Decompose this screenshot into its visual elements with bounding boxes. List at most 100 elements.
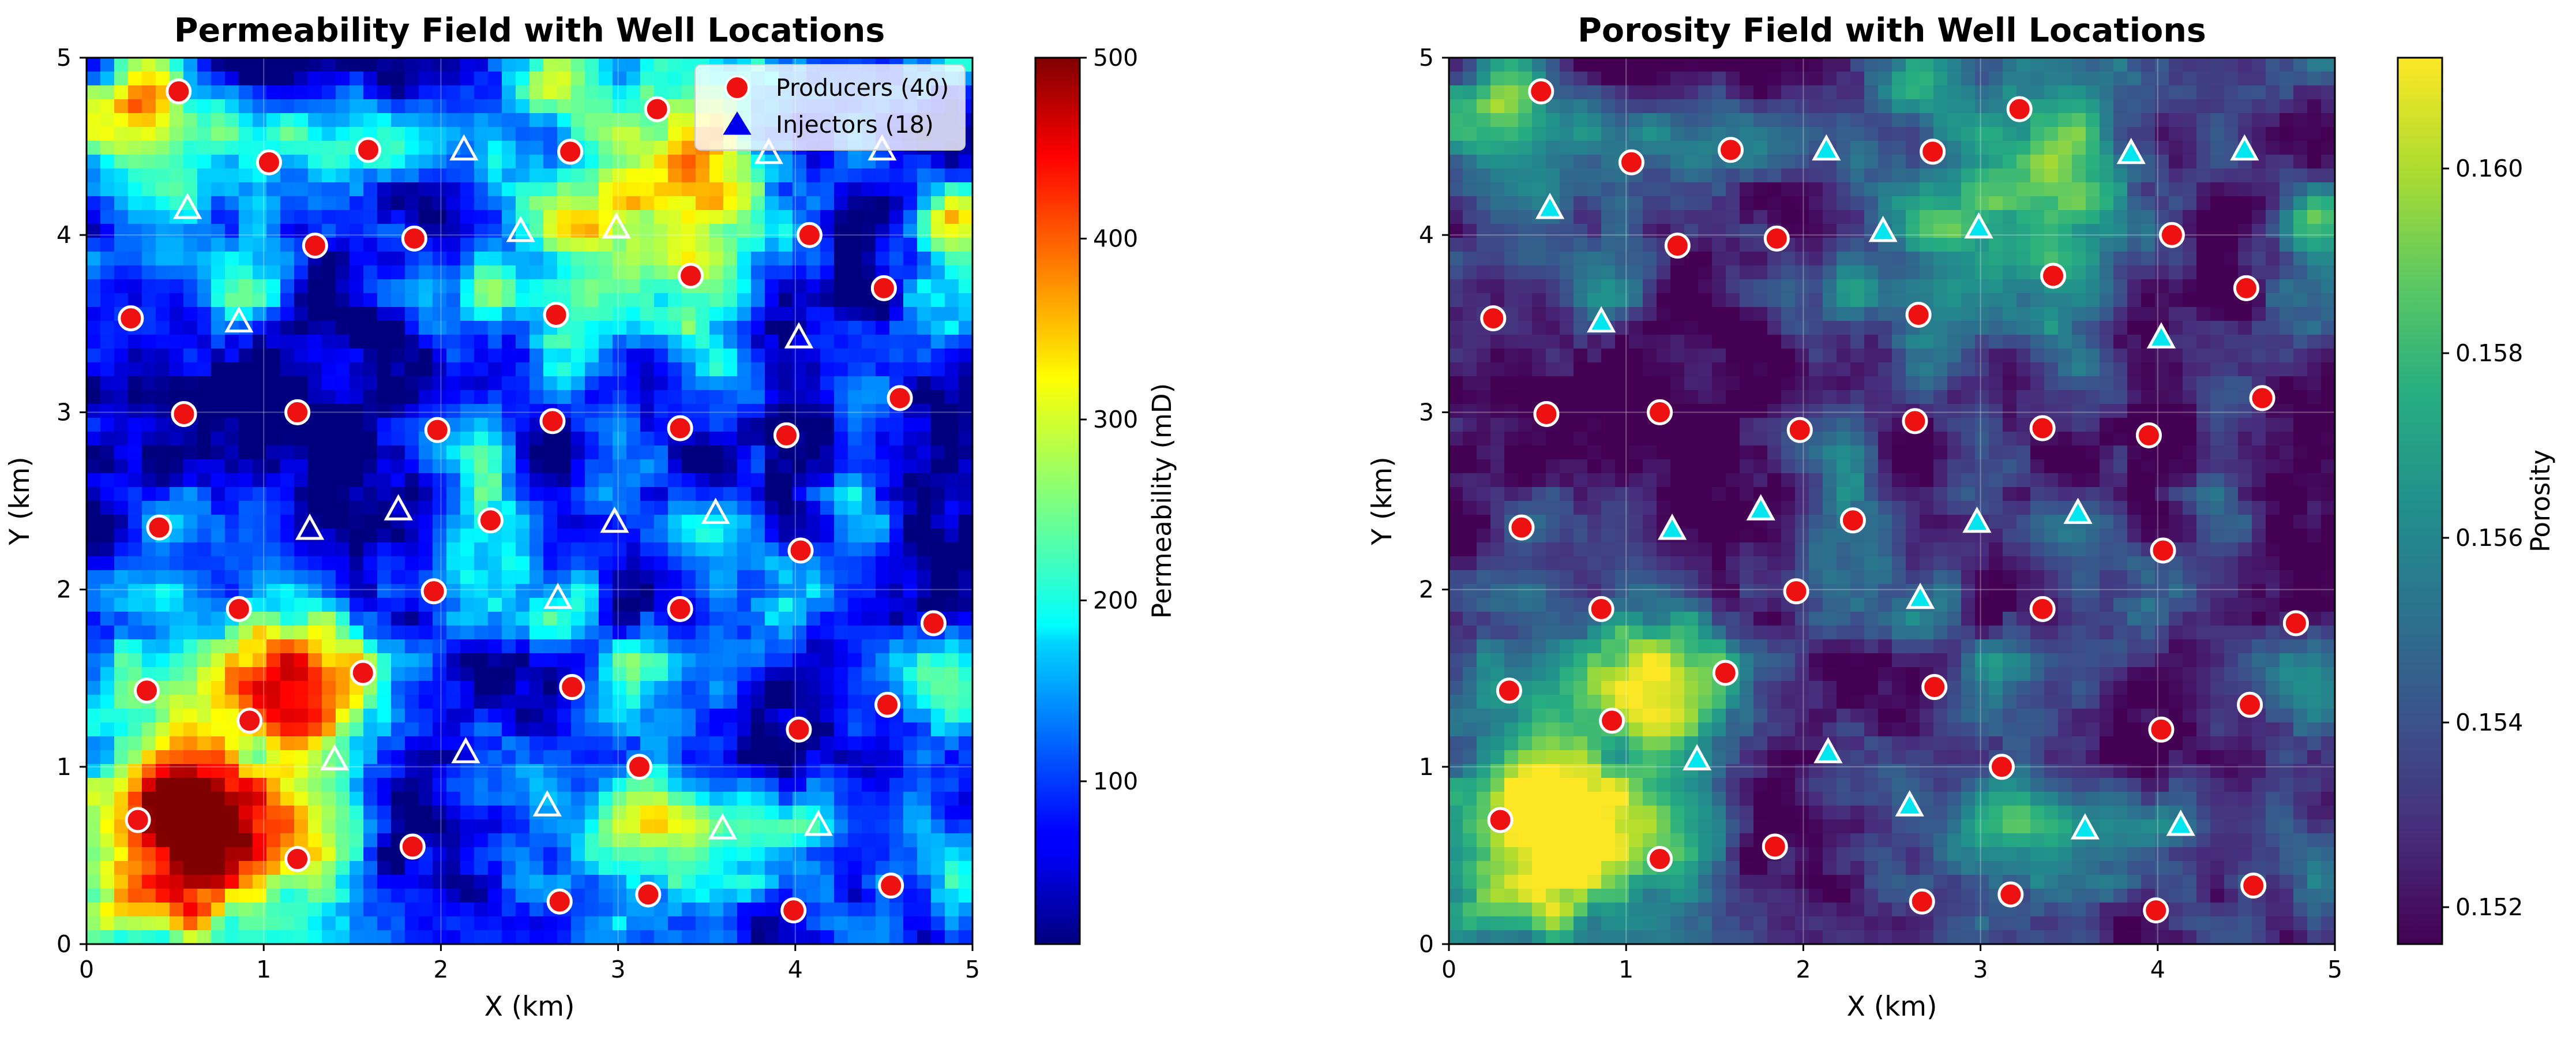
porosity-x-label: X (km)	[1847, 991, 1937, 1023]
producer-well-marker	[635, 881, 662, 908]
producer-well-marker	[546, 888, 573, 915]
y-tick-label: 5	[57, 44, 72, 72]
producer-well-marker	[543, 301, 569, 328]
producer-well-marker	[2143, 897, 2169, 924]
y-tick-label: 2	[57, 576, 72, 604]
colorbar-tick-label: 400	[1093, 224, 1138, 252]
injector-well-marker	[2166, 810, 2195, 836]
producer-well-marker	[1528, 78, 1554, 104]
producer-well-marker	[1988, 754, 2015, 780]
producer-well-marker	[477, 507, 504, 534]
injector-well-marker	[784, 322, 814, 349]
legend-producers-label: Producers (40)	[776, 74, 949, 102]
producer-well-marker	[1839, 507, 1866, 534]
producer-well-marker	[118, 305, 144, 332]
producer-well-marker	[870, 275, 897, 301]
injector-well-marker	[320, 744, 350, 770]
permeability-colorbar-ticks: 100 200 300 400 500	[1080, 44, 1138, 795]
colorbar-tick-label: 0.158	[2455, 339, 2523, 367]
producer-well-marker	[887, 385, 913, 411]
producer-well-marker	[350, 660, 376, 686]
injector-well-marker	[1657, 513, 1687, 540]
injector-well-marker	[602, 212, 631, 239]
permeability-panel: Permeability Field with Well Locations 0…	[4, 12, 1177, 1023]
colorbar-tick-label: 0.154	[2455, 709, 2523, 736]
x-tick-label: 2	[433, 956, 448, 983]
injector-well-marker	[224, 306, 254, 333]
porosity-x-ticks: 0 1 2 3 4 5	[1441, 944, 2342, 983]
producer-well-marker	[2282, 610, 2309, 637]
producer-well-marker	[1786, 417, 1813, 443]
permeability-y-ticks: 0 1 2 3 4 5	[57, 44, 87, 958]
producer-well-marker	[284, 399, 311, 425]
producer-well-marker	[1902, 408, 1928, 435]
y-tick-label: 1	[57, 753, 72, 781]
producer-well-marker	[2249, 385, 2275, 411]
permeability-x-label: X (km)	[485, 991, 575, 1023]
producer-well-marker	[171, 400, 197, 427]
porosity-y-ticks: 0 1 2 3 4 5	[1419, 44, 1449, 958]
producer-well-marker	[2029, 596, 2056, 622]
legend-injectors-label: Injectors (18)	[776, 111, 934, 138]
injector-well-marker	[1812, 134, 1841, 161]
producer-well-marker	[401, 225, 427, 252]
injector-well-marker	[2070, 813, 2100, 840]
permeability-heatmap	[87, 58, 972, 944]
x-tick-label: 2	[1796, 956, 1811, 983]
producer-well-marker	[1487, 807, 1514, 833]
producer-well-marker	[1921, 674, 1948, 701]
permeability-colorbar: 100 200 300 400 500 Permeability (mD)	[1034, 44, 1177, 945]
producer-well-marker	[1618, 149, 1644, 175]
producer-well-marker	[557, 138, 584, 165]
permeability-colorbar-gradient	[1034, 57, 1081, 945]
porosity-colorbar-label: Porosity	[2525, 450, 2556, 552]
injector-well-marker	[1962, 506, 1992, 533]
producer-well-marker	[787, 537, 814, 564]
producer-well-marker	[420, 578, 447, 605]
colorbar-tick-label: 500	[1093, 44, 1138, 72]
producer-well-marker	[1508, 514, 1535, 541]
porosity-colorbar: 0.152 0.154 0.156 0.158 0.160 Porosity	[2397, 57, 2556, 945]
producer-well-marker	[2148, 716, 2175, 743]
injector-well-marker	[708, 813, 737, 840]
legend-box	[694, 64, 966, 151]
x-tick-label: 4	[788, 956, 803, 983]
y-tick-label: 4	[57, 221, 72, 249]
porosity-y-label: Y (km)	[1366, 456, 1398, 545]
injector-well-marker	[1682, 744, 1712, 770]
colorbar-tick-label: 200	[1093, 586, 1138, 614]
injector-well-marker	[600, 506, 629, 533]
producer-well-marker	[773, 422, 799, 448]
injector-well-marker	[2063, 497, 2093, 524]
producer-well-marker	[2006, 96, 2033, 122]
producer-well-marker	[1920, 138, 1946, 165]
x-tick-label: 4	[2150, 956, 2165, 983]
permeability-axes-frame	[85, 57, 974, 945]
porosity-heatmap	[1449, 58, 2335, 944]
injector-well-marker	[701, 497, 730, 524]
injector-well-marker	[451, 737, 480, 763]
legend-injector-marker	[723, 111, 752, 135]
producer-well-marker	[780, 897, 807, 924]
injector-well-marker	[1868, 215, 1898, 242]
x-tick-label: 3	[611, 956, 626, 983]
producer-well-marker	[667, 415, 693, 441]
producer-well-marker	[2040, 263, 2067, 289]
producer-well-marker	[1496, 677, 1522, 704]
injector-well-marker	[2230, 134, 2259, 161]
x-tick-label: 0	[79, 956, 94, 983]
producer-well-marker	[539, 408, 566, 435]
producer-well-marker	[133, 677, 160, 704]
x-tick-label: 5	[965, 956, 980, 983]
colorbar-tick-label: 0.152	[2455, 893, 2523, 921]
producer-well-marker	[166, 78, 192, 104]
producer-well-marker	[1905, 301, 1932, 328]
producer-well-marker	[399, 833, 426, 860]
permeability-legend: Producers (40) Injectors (18)	[694, 64, 966, 151]
producer-well-marker	[2150, 537, 2176, 564]
y-tick-label: 3	[1419, 398, 1434, 426]
producer-well-marker	[2158, 222, 2185, 248]
injector-well-marker	[1535, 192, 1565, 219]
y-tick-label: 4	[1419, 221, 1434, 249]
